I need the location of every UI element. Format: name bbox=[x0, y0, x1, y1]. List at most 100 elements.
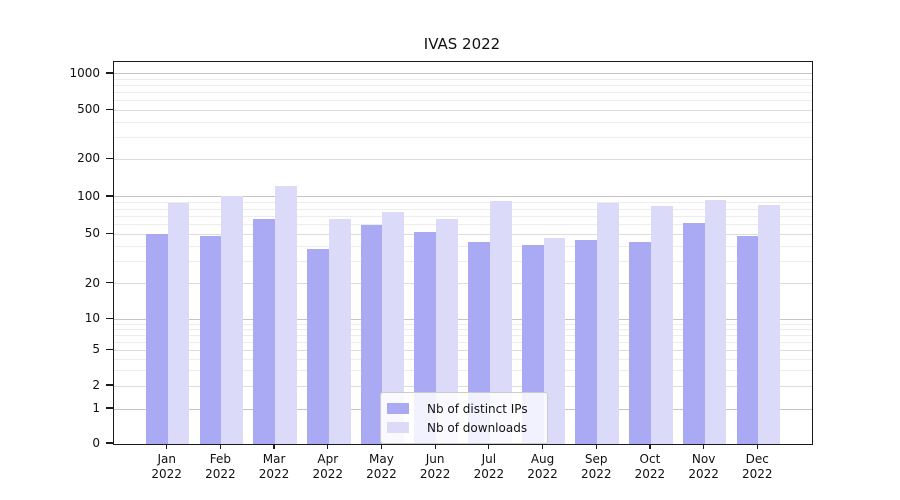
x-tick-year: 2022 bbox=[742, 467, 773, 481]
x-tick-month: Feb bbox=[209, 452, 231, 466]
y-tick-label-20: 20 bbox=[84, 275, 100, 290]
x-tick-year: 2022 bbox=[312, 467, 344, 481]
gridline-minor bbox=[114, 245, 812, 247]
gridline-minor bbox=[114, 137, 812, 139]
gridline-mid bbox=[114, 109, 812, 111]
x-tick-label-aug: Aug 2022 bbox=[511, 452, 575, 482]
bar-downloads-oct bbox=[650, 205, 673, 444]
x-tick-year: 2022 bbox=[419, 467, 451, 481]
y-tick-mark bbox=[106, 384, 113, 386]
y-tick-mark bbox=[106, 282, 113, 284]
x-tick-year: 2022 bbox=[688, 467, 719, 481]
gridline-major bbox=[114, 196, 812, 198]
bar-distinct-ips-feb bbox=[199, 236, 222, 444]
bar-downloads-may bbox=[382, 211, 405, 444]
gridline-minor bbox=[114, 358, 812, 360]
y-tick-label-0: 0 bbox=[92, 436, 100, 450]
x-tick-mark bbox=[219, 444, 222, 449]
bar-downloads-sep bbox=[597, 203, 620, 444]
x-tick-year: 2022 bbox=[580, 467, 612, 481]
gridline-minor bbox=[114, 334, 812, 336]
chart-title: IVAS 2022 bbox=[423, 35, 501, 53]
bar-distinct-ips-nov bbox=[682, 222, 705, 444]
y-tick-mark bbox=[106, 317, 113, 319]
legend-label-distinct-ips: Nb of distinct IPs bbox=[427, 401, 528, 416]
gridline-minor bbox=[114, 100, 812, 102]
legend: Nb of distinct IPs Nb of downloads bbox=[380, 392, 548, 444]
x-tick-mark bbox=[702, 444, 705, 449]
bar-downloads-aug bbox=[543, 237, 566, 444]
y-tick-label-10: 10 bbox=[84, 311, 100, 326]
bar-distinct-ips-oct bbox=[629, 242, 651, 444]
y-tick-label-100: 100 bbox=[77, 188, 100, 203]
x-tick-year: 2022 bbox=[151, 467, 182, 481]
gridline-minor bbox=[114, 341, 812, 343]
x-tick-month: Aug bbox=[530, 452, 555, 466]
gridline-minor bbox=[114, 261, 812, 263]
x-tick-mark bbox=[380, 444, 383, 449]
y-tick-label-500: 500 bbox=[77, 102, 100, 117]
x-tick-month: Sep bbox=[584, 452, 608, 466]
bar-distinct-ips-sep bbox=[575, 239, 598, 444]
gridline-minor bbox=[114, 79, 812, 80]
y-tick-label-1000: 1000 bbox=[69, 65, 100, 80]
gridline-mid bbox=[114, 158, 812, 160]
x-tick-label-nov: Nov 2022 bbox=[672, 452, 736, 482]
x-tick-month: Jan bbox=[157, 452, 176, 466]
bar-downloads-dec bbox=[758, 204, 781, 444]
bar-distinct-ips-dec bbox=[736, 236, 759, 444]
bar-downloads-jun bbox=[436, 218, 458, 444]
bar-distinct-ips-apr bbox=[306, 249, 329, 444]
legend-row-downloads: Nb of downloads bbox=[387, 419, 541, 436]
x-tick-month: Mar bbox=[262, 452, 286, 466]
x-tick-mark bbox=[756, 444, 758, 449]
gridline-minor bbox=[114, 85, 812, 87]
gridline-mid bbox=[114, 349, 812, 351]
bar-distinct-ips-jun bbox=[414, 232, 437, 444]
bar-downloads-feb bbox=[221, 196, 244, 444]
y-tick-label-1: 1 bbox=[92, 401, 100, 415]
x-tick-label-jan: Jan 2022 bbox=[135, 452, 199, 482]
x-tick-year: 2022 bbox=[473, 467, 505, 481]
x-tick-month: Dec bbox=[745, 452, 769, 466]
gridline-major bbox=[114, 73, 812, 75]
gridline-minor bbox=[114, 223, 812, 225]
bar-downloads-jan bbox=[167, 202, 190, 444]
y-tick-label-50: 50 bbox=[84, 226, 100, 241]
x-tick-mark bbox=[649, 444, 651, 449]
x-tick-mark bbox=[488, 444, 490, 449]
bar-distinct-ips-may bbox=[360, 225, 383, 444]
gridline-minor bbox=[114, 323, 812, 325]
y-tick-mark bbox=[106, 442, 113, 444]
x-tick-label-jul: Jul 2022 bbox=[457, 452, 521, 482]
gridline-mid bbox=[114, 233, 812, 235]
legend-label-downloads: Nb of downloads bbox=[427, 420, 528, 435]
x-tick-mark bbox=[541, 444, 544, 449]
x-tick-month: Jul bbox=[481, 452, 497, 466]
x-tick-label-jun: Jun 2022 bbox=[403, 452, 467, 482]
y-tick-label-2: 2 bbox=[92, 378, 100, 392]
bar-downloads-jul bbox=[489, 201, 512, 444]
x-tick-mark bbox=[166, 444, 168, 449]
gridline-mid bbox=[114, 283, 812, 285]
gridline-minor bbox=[114, 202, 812, 204]
x-tick-year: 2022 bbox=[258, 467, 290, 481]
x-tick-year: 2022 bbox=[366, 467, 397, 481]
y-tick-mark bbox=[106, 232, 113, 234]
x-tick-year: 2022 bbox=[205, 467, 236, 481]
y-tick-label-200: 200 bbox=[77, 151, 100, 166]
x-tick-month: Nov bbox=[691, 452, 716, 466]
bar-downloads-apr bbox=[328, 218, 351, 444]
x-tick-month: Apr bbox=[317, 452, 339, 466]
gridline-minor bbox=[114, 208, 812, 210]
x-tick-mark bbox=[434, 444, 436, 449]
gridline-minor bbox=[114, 328, 812, 330]
bar-downloads-nov bbox=[704, 199, 727, 444]
x-tick-mark bbox=[595, 444, 597, 449]
x-tick-label-mar: Mar 2022 bbox=[242, 452, 306, 482]
x-tick-mark bbox=[327, 444, 329, 449]
x-tick-label-may: May 2022 bbox=[349, 452, 413, 482]
y-tick-mark bbox=[106, 157, 113, 159]
x-tick-year: 2022 bbox=[634, 467, 666, 481]
x-tick-label-sep: Sep 2022 bbox=[564, 452, 628, 482]
